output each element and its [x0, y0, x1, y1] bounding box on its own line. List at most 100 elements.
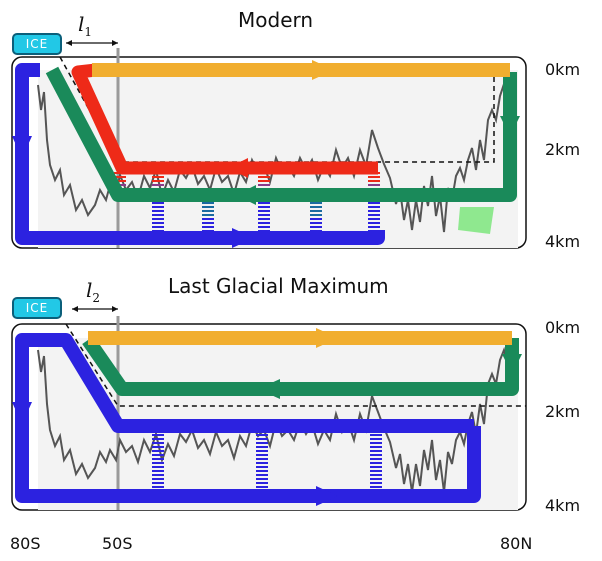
mixing-stripe	[256, 462, 268, 464]
mixing-stripe	[152, 176, 164, 178]
mixing-stripe	[370, 458, 382, 460]
arrow-upper-east	[312, 60, 334, 80]
mixing-stripe	[152, 434, 164, 436]
mixing-stripe	[152, 474, 164, 476]
ocean-background	[38, 70, 518, 248]
mixing-stripe	[370, 466, 382, 468]
mixing-stripe	[310, 226, 322, 228]
mixing-stripe	[152, 462, 164, 464]
mixing-stripe	[368, 184, 380, 186]
mixing-stripe	[310, 202, 322, 204]
arrow-aabw-east	[232, 228, 254, 248]
mixing-stripe	[368, 218, 380, 220]
ell1-arrowhead-right	[112, 40, 118, 46]
panel-lgm	[11, 316, 527, 511]
mixing-stripe	[152, 454, 164, 456]
mixing-stripe	[152, 482, 164, 484]
mixing-stripe	[258, 184, 270, 186]
aabw-cell	[15, 333, 481, 503]
mixing-stripe	[370, 454, 382, 456]
arrow-aabw-south	[12, 402, 32, 424]
ice-label-lgm: ICE	[12, 297, 62, 319]
lat-80n: 80N	[500, 534, 533, 553]
mixing-stripe	[202, 214, 214, 216]
water-mass-boundary	[65, 323, 526, 407]
mixing-stripe	[368, 214, 380, 216]
topography-line	[37, 346, 513, 493]
mixing-stripe	[258, 214, 270, 216]
mixing-stripe	[256, 454, 268, 456]
depth-2km-lgm: 2km	[545, 402, 581, 421]
arrow-upper-east	[316, 328, 338, 348]
arrow-nadw-south	[500, 116, 520, 136]
mixing-stripe	[310, 214, 322, 216]
panel-title-modern: Modern	[238, 8, 314, 32]
mixing-stripe	[152, 470, 164, 472]
mixing-stripe	[370, 482, 382, 484]
arrow-nadw-south	[502, 354, 522, 374]
mixing-stripe	[152, 446, 164, 448]
mixing-stripe	[152, 214, 164, 216]
mixing-stripe	[368, 176, 380, 178]
mixing-stripe	[152, 206, 164, 208]
mixing-stripe	[256, 470, 268, 472]
mixing-stripe	[368, 180, 380, 182]
mixing-stripe	[256, 474, 268, 476]
mixing-stripe	[258, 176, 270, 178]
ell2-arrowhead-left	[72, 306, 78, 312]
mixing-stripe	[368, 206, 380, 208]
mixing-stripe	[256, 450, 268, 452]
arrow-aabw-east	[316, 486, 338, 506]
aabw-cell	[15, 63, 385, 245]
mixing-stripe	[202, 226, 214, 228]
mixing-stripe	[256, 458, 268, 460]
ice-label-modern: ICE	[12, 33, 62, 55]
mixing-stripe	[152, 486, 164, 488]
mixing-stripe	[370, 470, 382, 472]
mixing-stripe	[152, 202, 164, 204]
mixing-stripe	[114, 176, 126, 178]
mixing-stripe	[256, 438, 268, 440]
mixing-stripe	[152, 184, 164, 186]
mixing-stripe	[256, 482, 268, 484]
arrow-nadw-west	[258, 379, 280, 399]
ell2-arrowhead-right	[112, 306, 118, 312]
mixing-stripe	[202, 210, 214, 212]
aaiw-cell	[71, 63, 378, 175]
mixing-stripe	[368, 222, 380, 224]
mixing-stripe	[258, 226, 270, 228]
mixing-stripe	[370, 434, 382, 436]
mixing-stripe	[256, 486, 268, 488]
mixing-stripe	[202, 222, 214, 224]
mixing-stripe	[152, 180, 164, 182]
depth-0km-modern: 0km	[545, 60, 581, 79]
mixing-stripe	[310, 206, 322, 208]
lat-80s: 80S	[10, 534, 41, 553]
mixing-stripe	[370, 486, 382, 488]
ell1-label: l1	[78, 12, 93, 39]
arrow-nadw-west	[236, 185, 256, 205]
mixing-stripe	[152, 450, 164, 452]
mixing-stripe	[152, 226, 164, 228]
mixing-stripe	[368, 202, 380, 204]
mixing-stripe	[152, 466, 164, 468]
mixing-stripe	[258, 206, 270, 208]
depth-0km-lgm: 0km	[545, 318, 581, 337]
mixing-stripe	[152, 222, 164, 224]
depth-4km-modern: 4km	[545, 232, 581, 251]
mixing-stripe	[258, 202, 270, 204]
mixing-stripe	[258, 222, 270, 224]
ell1-arrowhead-left	[66, 40, 72, 46]
mixing-stripe	[152, 210, 164, 212]
mixing-stripe	[152, 442, 164, 444]
mixing-stripe	[256, 478, 268, 480]
mixing-stripe	[310, 210, 322, 212]
mixing-stripe	[152, 478, 164, 480]
mixing-stripe	[202, 206, 214, 208]
arrow-aaiw-west	[228, 158, 248, 178]
mixing-stripe	[258, 218, 270, 220]
mixing-stripe	[202, 218, 214, 220]
mixing-stripe	[256, 442, 268, 444]
mixing-stripe	[256, 446, 268, 448]
